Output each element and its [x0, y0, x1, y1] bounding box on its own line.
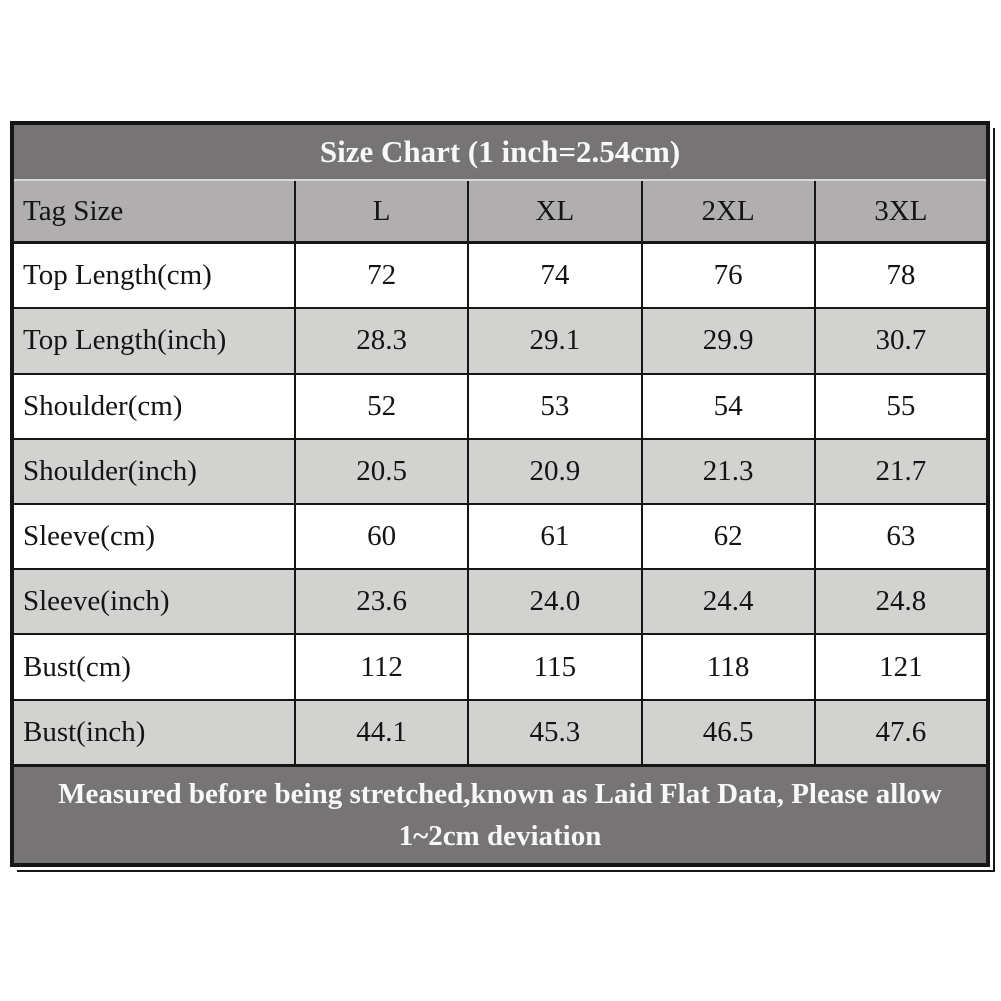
row-value: 72 — [294, 241, 470, 310]
row-value: 115 — [467, 633, 643, 701]
row-label: Top Length(inch) — [10, 307, 297, 375]
title-row: Size Chart (1 inch=2.54cm) — [11, 122, 989, 181]
column-header-size-3xl: 3XL — [813, 179, 990, 244]
size-chart: Size Chart (1 inch=2.54cm) Tag Size L XL… — [10, 121, 990, 867]
row-label: Bust(inch) — [10, 698, 297, 767]
table-row: Top Length(inch) 28.3 29.1 29.9 30.7 — [10, 307, 990, 375]
row-value: 44.1 — [294, 698, 470, 767]
row-value: 52 — [294, 372, 470, 440]
row-value: 30.7 — [813, 307, 990, 375]
table-row: Shoulder(cm) 52 53 54 55 — [10, 372, 990, 440]
row-value: 29.9 — [640, 307, 816, 375]
row-value: 23.6 — [294, 568, 470, 636]
row-label: Sleeve(inch) — [10, 568, 297, 636]
table-row: Top Length(cm) 72 74 76 78 — [10, 241, 990, 310]
row-value: 55 — [813, 372, 990, 440]
row-value: 74 — [467, 241, 643, 310]
row-value: 45.3 — [467, 698, 643, 767]
table-footnote: Measured before being stretched,known as… — [11, 764, 989, 866]
row-value: 21.7 — [813, 437, 990, 505]
row-label: Sleeve(cm) — [10, 502, 297, 571]
footer-row: Measured before being stretched,known as… — [11, 764, 989, 866]
row-value: 21.3 — [640, 437, 816, 505]
table-row: Shoulder(inch) 20.5 20.9 21.3 21.7 — [10, 437, 990, 505]
row-value: 20.5 — [294, 437, 470, 505]
row-label: Bust(cm) — [10, 633, 297, 701]
row-value: 47.6 — [813, 698, 990, 767]
column-header-size-2xl: 2XL — [640, 179, 816, 244]
row-value: 24.8 — [813, 568, 990, 636]
row-label: Shoulder(inch) — [10, 437, 297, 505]
row-value: 24.4 — [640, 568, 816, 636]
row-value: 60 — [294, 502, 470, 571]
table-row: Bust(cm) 112 115 118 121 — [10, 633, 990, 701]
row-value: 24.0 — [467, 568, 643, 636]
row-value: 121 — [813, 633, 990, 701]
size-chart-table: Size Chart (1 inch=2.54cm) Tag Size L XL… — [10, 121, 990, 867]
row-label: Top Length(cm) — [10, 241, 297, 310]
row-value: 29.1 — [467, 307, 643, 375]
row-value: 46.5 — [640, 698, 816, 767]
table-body: Top Length(cm) 72 74 76 78 Top Length(in… — [10, 241, 990, 767]
row-value: 76 — [640, 241, 816, 310]
header-row: Tag Size L XL 2XL 3XL — [10, 179, 990, 244]
row-value: 20.9 — [467, 437, 643, 505]
column-header-tag-size: Tag Size — [10, 179, 297, 244]
table-title: Size Chart (1 inch=2.54cm) — [11, 122, 989, 181]
row-value: 28.3 — [294, 307, 470, 375]
row-value: 118 — [640, 633, 816, 701]
row-value: 61 — [467, 502, 643, 571]
row-value: 63 — [813, 502, 990, 571]
column-header-size-l: L — [294, 179, 470, 244]
table-row: Bust(inch) 44.1 45.3 46.5 47.6 — [10, 698, 990, 767]
row-label: Shoulder(cm) — [10, 372, 297, 440]
column-header-size-xl: XL — [467, 179, 643, 244]
row-value: 112 — [294, 633, 470, 701]
table-row: Sleeve(cm) 60 61 62 63 — [10, 502, 990, 571]
row-value: 62 — [640, 502, 816, 571]
row-value: 54 — [640, 372, 816, 440]
table-row: Sleeve(inch) 23.6 24.0 24.4 24.8 — [10, 568, 990, 636]
row-value: 53 — [467, 372, 643, 440]
row-value: 78 — [813, 241, 990, 310]
